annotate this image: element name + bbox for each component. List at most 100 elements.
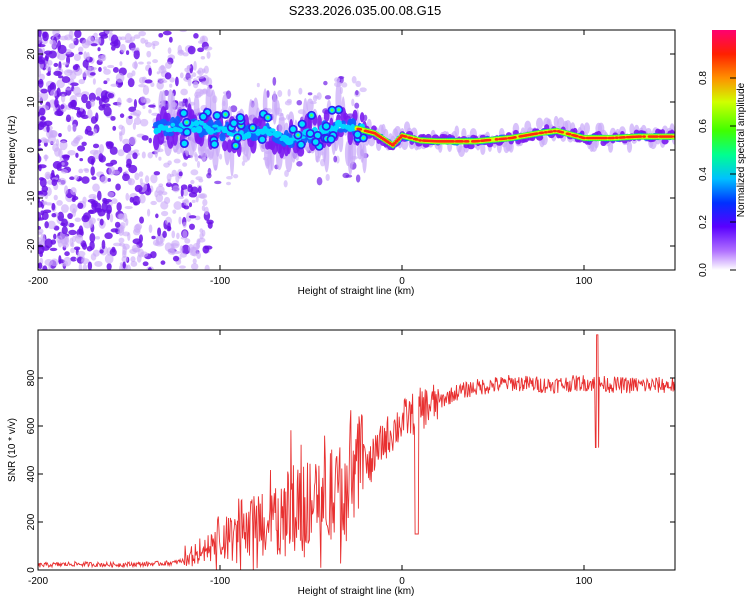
spectrogram-cell xyxy=(147,208,151,217)
spectrogram-cell xyxy=(75,234,84,244)
spectrogram-cell xyxy=(89,149,99,155)
spectrogram-cell xyxy=(207,221,213,229)
spectrogram-cell xyxy=(118,81,124,86)
spectrogram-cell xyxy=(50,258,59,267)
spectrogram-cell xyxy=(46,124,50,133)
spectrogram-cell xyxy=(125,192,130,201)
spectrogram-cell xyxy=(203,65,209,74)
spectrogram-cell xyxy=(219,132,226,142)
spectrogram-cell xyxy=(362,143,367,174)
spectrogram-cell xyxy=(126,158,132,167)
spectrogram-cell xyxy=(237,114,244,121)
spectrogram-cell xyxy=(182,221,187,228)
spectrogram-cell xyxy=(162,125,169,130)
x-tick-label: 0 xyxy=(399,576,405,587)
spectrogram-cell xyxy=(119,113,125,118)
spectrogram-cell xyxy=(276,131,282,137)
spectrogram-cell xyxy=(81,242,88,250)
spectrogram-cell xyxy=(38,225,42,230)
spectrogram-cell xyxy=(341,82,348,88)
spectrogram-cell xyxy=(132,61,139,69)
spectrogram-cell xyxy=(58,148,63,159)
spectrogram-cell xyxy=(159,118,167,126)
spectrogram-cell xyxy=(358,128,363,131)
spectrogram-cell xyxy=(68,43,76,49)
spectrogram-cell xyxy=(78,78,85,85)
spectrogram-cell xyxy=(70,140,79,147)
spectrogram-cell xyxy=(130,260,138,267)
spectrogram-cell xyxy=(206,51,211,59)
spectrogram-cell xyxy=(202,198,208,206)
spectrogram-cell xyxy=(80,258,90,265)
spectrogram-cell xyxy=(140,37,146,44)
spectrogram-cell xyxy=(97,190,102,201)
spectrogram-cell xyxy=(138,83,146,88)
spectrogram-cell xyxy=(74,136,81,142)
spectrogram-cell xyxy=(200,56,206,60)
y-tick-label: 20 xyxy=(26,48,37,60)
spectrogram-cell xyxy=(73,86,81,96)
spectrogram-cell xyxy=(328,136,334,143)
spectrogram-cell xyxy=(103,80,108,85)
spectrogram-cell xyxy=(172,255,180,262)
spectrogram-cell xyxy=(567,132,572,136)
spectrogram-cell xyxy=(642,135,647,138)
colorbar-tick-label: 0.0 xyxy=(698,263,709,277)
spectrogram-cell xyxy=(180,88,188,96)
spectrogram-cell xyxy=(103,66,107,70)
spectrogram-cell xyxy=(138,31,147,37)
spectrogram-cell xyxy=(42,265,48,270)
spectrogram-cell xyxy=(181,140,188,147)
spectrogram-cell xyxy=(58,255,62,265)
spectrogram-cell xyxy=(70,116,74,122)
spectrogram-cell xyxy=(150,174,158,184)
spectrogram-cell xyxy=(68,229,77,236)
spectrogram-cell xyxy=(345,174,353,178)
spectrogram-cell xyxy=(167,248,172,253)
spectrogram-cell xyxy=(622,136,627,139)
spectrogram-cell xyxy=(148,109,152,114)
spectrogram-cell xyxy=(51,169,55,177)
spectrogram-cell xyxy=(61,162,65,166)
spectrogram-cell xyxy=(91,176,97,181)
spectrogram-cell xyxy=(172,185,180,193)
snr-series-line xyxy=(38,334,675,570)
spectrogram-cell xyxy=(307,92,313,96)
spectrogram-cell xyxy=(204,264,210,270)
spectrogram-cell xyxy=(67,124,72,132)
spectrogram-cell xyxy=(74,217,82,222)
spectrogram-cell xyxy=(179,72,184,79)
spectrogram-cell xyxy=(120,43,126,53)
spectrogram-cell xyxy=(130,47,140,52)
spectrogram-cell xyxy=(56,87,61,98)
spectrogram-cell xyxy=(487,138,492,142)
spectrogram-cell xyxy=(218,153,223,160)
spectrogram-cell xyxy=(190,169,199,176)
spectrogram-cell xyxy=(73,246,81,251)
spectrogram-cell xyxy=(51,39,57,49)
spectrogram-cell xyxy=(236,136,240,140)
spectrogram-cell xyxy=(503,137,508,140)
spectrogram-cell xyxy=(59,140,68,151)
spectrogram-cell xyxy=(107,191,115,198)
y-tick-label: 600 xyxy=(26,417,37,434)
spectrogram-cell xyxy=(111,198,118,204)
spectrogram-cell xyxy=(122,138,130,145)
spectrogram-cell xyxy=(232,173,239,179)
spectrogram-cell xyxy=(553,115,559,128)
spectrogram-cell xyxy=(337,128,345,133)
snr-y-label: SNR (10 * v/v) xyxy=(7,418,18,482)
spectrogram-cell xyxy=(167,47,172,55)
spectrogram-cell xyxy=(199,193,208,199)
spectrogram-cell xyxy=(234,144,237,147)
spectrogram-cell xyxy=(103,106,112,117)
spectrogram-cell xyxy=(107,178,111,182)
spectrogram-cell xyxy=(582,136,586,140)
spectrogram-cell xyxy=(64,185,69,195)
spectrogram-cell xyxy=(351,76,357,84)
spectrogram-cell xyxy=(148,104,156,108)
x-tick-label: -100 xyxy=(210,276,230,287)
spectrogram-cell xyxy=(196,75,205,79)
spectrogram-cell xyxy=(38,44,46,48)
